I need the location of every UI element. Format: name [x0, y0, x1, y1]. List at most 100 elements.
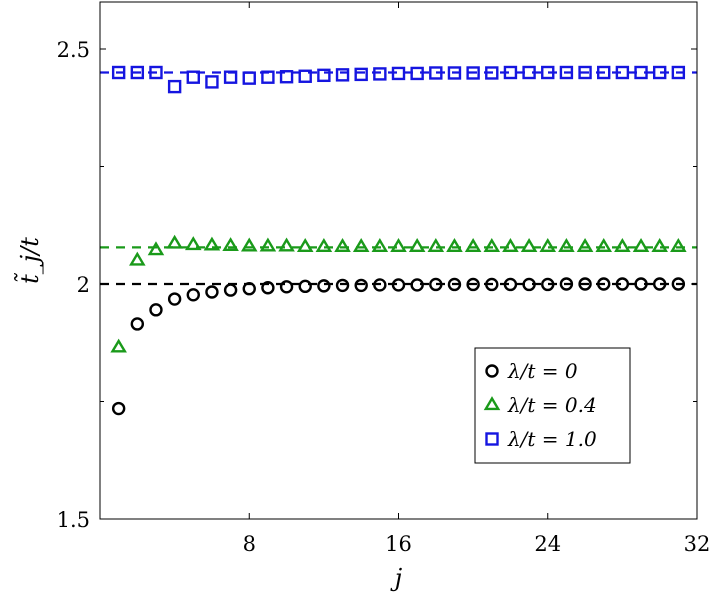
data-point	[522, 65, 536, 80]
data-point	[166, 234, 183, 249]
data-point	[483, 238, 501, 252]
data-point	[615, 277, 630, 291]
plot-marks	[100, 65, 697, 416]
data-point	[652, 65, 667, 80]
data-point	[520, 238, 538, 252]
data-point	[410, 66, 424, 81]
data-point	[652, 277, 667, 291]
data-point	[186, 70, 200, 84]
data-point	[541, 277, 555, 292]
data-point	[223, 70, 238, 84]
data-point	[578, 65, 592, 80]
data-point	[205, 285, 219, 299]
data-point	[205, 75, 219, 89]
data-point	[242, 71, 256, 85]
x-tick-label: 16	[385, 532, 412, 556]
data-point	[147, 241, 165, 256]
axis-ticks: 8 16 24 32 1.5 2 2.5	[57, 2, 711, 556]
data-point	[446, 238, 463, 252]
data-point	[597, 65, 611, 80]
data-point	[391, 278, 406, 292]
data-point	[298, 279, 312, 294]
legend-label: λ/t = 0	[507, 359, 578, 383]
data-point	[429, 277, 443, 292]
data-point	[184, 236, 202, 251]
data-point	[223, 283, 238, 297]
data-point	[371, 238, 389, 252]
legend-item: λ/t = 0	[485, 359, 578, 383]
data-point	[130, 65, 145, 80]
data-point	[111, 65, 126, 80]
data-point	[129, 251, 146, 266]
data-point	[203, 236, 221, 251]
legend-marker	[483, 396, 501, 411]
data-point	[354, 67, 368, 82]
data-point	[634, 65, 648, 80]
legend-item: λ/t = 0.4	[483, 393, 597, 417]
legend-label: λ/t = 1.0	[507, 427, 597, 451]
y-axis-label: t̃_j/t	[13, 237, 44, 284]
data-point	[167, 292, 182, 306]
data-point	[354, 278, 368, 293]
data-point	[595, 238, 613, 252]
data-point	[110, 338, 127, 353]
data-point	[373, 67, 387, 81]
data-point	[335, 68, 350, 82]
data-point	[278, 237, 295, 252]
data-point	[167, 79, 182, 94]
data-point	[111, 401, 126, 416]
x-tick-label: 32	[684, 532, 711, 556]
data-point	[597, 277, 611, 291]
data-point	[410, 278, 424, 292]
data-point	[317, 279, 331, 293]
data-point	[261, 70, 275, 84]
data-point	[578, 277, 592, 291]
data-point	[447, 277, 462, 292]
x-axis-label: j	[390, 564, 403, 592]
data-point	[464, 238, 482, 252]
data-point	[503, 65, 518, 80]
data-point	[240, 237, 258, 252]
series-2	[100, 234, 697, 353]
data-point	[503, 277, 518, 292]
series-1	[100, 277, 697, 416]
data-point	[485, 277, 499, 292]
data-point	[447, 66, 462, 80]
data-point	[632, 238, 650, 252]
data-point	[502, 238, 519, 252]
data-point	[186, 288, 200, 302]
data-point	[466, 277, 480, 292]
legend-item: λ/t = 1.0	[485, 427, 597, 451]
data-point	[261, 281, 275, 295]
data-point	[541, 65, 555, 80]
legend-marker	[485, 364, 499, 378]
data-point	[352, 238, 370, 252]
data-point	[634, 277, 648, 291]
data-point	[335, 278, 350, 293]
legend-box	[474, 347, 631, 464]
data-point	[559, 277, 574, 291]
data-point	[671, 277, 686, 291]
legend: λ/t = 0 λ/t = 0.4 λ/t = 1.0	[474, 347, 631, 464]
data-point	[559, 65, 574, 80]
x-tick-label: 24	[534, 532, 561, 556]
data-point	[651, 238, 668, 252]
data-point	[390, 238, 407, 252]
series-3	[100, 65, 697, 94]
data-point	[670, 238, 687, 252]
y-tick-label: 1.5	[57, 508, 90, 532]
data-point	[466, 66, 480, 80]
data-point	[242, 282, 256, 296]
data-point	[315, 238, 333, 252]
data-point	[279, 70, 294, 84]
data-point	[539, 238, 557, 252]
data-point	[427, 238, 445, 252]
data-point	[149, 303, 163, 317]
data-point	[558, 238, 575, 252]
data-point	[671, 65, 686, 80]
data-point	[429, 66, 443, 80]
data-point	[614, 238, 631, 252]
data-point	[222, 237, 239, 252]
legend-label: λ/t = 0.4	[507, 393, 597, 417]
data-point	[485, 66, 499, 80]
